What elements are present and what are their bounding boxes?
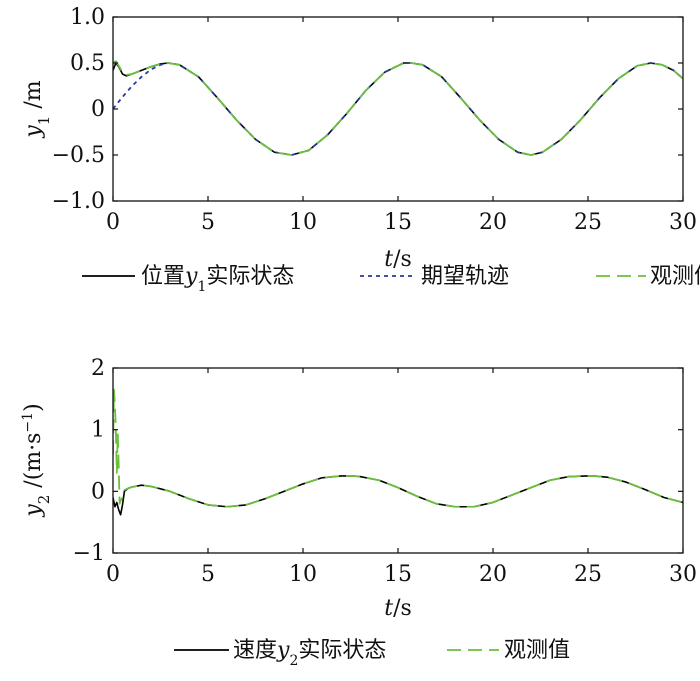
y-tick-label: −0.5 xyxy=(52,143,105,168)
x-tick-label: 15 xyxy=(384,210,412,235)
y-tick-label: 0 xyxy=(91,97,105,122)
x-tick-label: 25 xyxy=(574,210,602,235)
x-axis-label: t/s xyxy=(384,247,412,272)
x-tick-label: 20 xyxy=(479,562,507,587)
series-group xyxy=(113,60,683,156)
x-tick-label: 0 xyxy=(106,210,120,235)
y-axis-label: y2 /(m·s−1) xyxy=(20,403,53,517)
x-tick-label: 20 xyxy=(479,210,507,235)
y-tick-label: −1 xyxy=(73,541,105,566)
plot-frame xyxy=(112,16,684,202)
x-axis-label: t/s xyxy=(384,596,412,621)
legend: 位置y1实际状态 期望轨迹 观测值 xyxy=(82,264,700,295)
y-tick-label: 1.0 xyxy=(70,5,105,30)
x-tick-label: 30 xyxy=(669,562,697,587)
x-tick-label: 0 xyxy=(106,562,120,587)
legend-label-2: 期望轨迹 xyxy=(421,264,509,289)
plot-frame xyxy=(112,367,684,554)
x-tick-label: 25 xyxy=(574,562,602,587)
x-tick-label: 10 xyxy=(289,562,317,587)
series-line-2 xyxy=(113,62,683,156)
x-tick-label: 5 xyxy=(201,210,215,235)
series-line-3 xyxy=(113,60,683,156)
y-tick-label: 1 xyxy=(91,418,105,443)
y-tick-label: 0 xyxy=(91,479,105,504)
legend-label-3: 观测值 xyxy=(650,264,700,289)
legend: 速度y2实际状态 观测值 xyxy=(174,638,570,669)
legend-label-1: 速度y2实际状态 xyxy=(233,638,386,669)
x-tick-label: 10 xyxy=(289,210,317,235)
y-tick-label: −1.0 xyxy=(52,189,105,214)
chart-panel-2: 0 5 10 15 20 25 30−1012t/sy2 /(m·s−1)速度y2实际状态观… xyxy=(20,356,697,669)
x-tick-label: 30 xyxy=(669,210,697,235)
series-line-1 xyxy=(113,475,683,516)
y-tick-label: 2 xyxy=(91,356,105,381)
series-line-2 xyxy=(113,388,683,508)
series-group xyxy=(113,388,683,516)
y-tick-label: 0.5 xyxy=(70,51,105,76)
y-axis-label: y1 /m xyxy=(21,80,53,138)
x-tick-label: 15 xyxy=(384,562,412,587)
chart-panel-1: 0 5 10 15 20 25 30 −1.0 −0.5 0 0.5 1.0 t/s y1 /m 位置y1实… xyxy=(21,5,700,295)
x-tick-label: 5 xyxy=(201,562,215,587)
legend-label-2: 观测值 xyxy=(504,638,570,663)
legend-label-1: 位置y1实际状态 xyxy=(141,264,294,295)
